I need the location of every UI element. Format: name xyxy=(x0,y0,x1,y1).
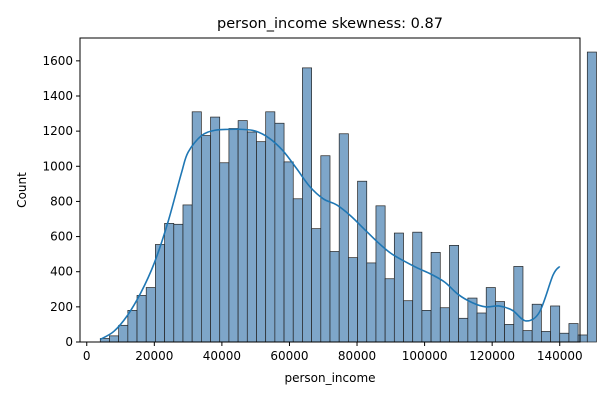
histogram-bar xyxy=(173,223,184,343)
x-axis-label: person_income xyxy=(284,371,375,385)
histogram-bar xyxy=(127,310,138,343)
y-tick-label: 800 xyxy=(50,194,73,208)
x-tick-label: 0 xyxy=(83,349,91,363)
histogram-bars xyxy=(99,51,597,343)
histogram-bar xyxy=(256,141,267,343)
plot-frame xyxy=(79,37,581,343)
histogram-bar xyxy=(311,228,322,343)
histogram-bar xyxy=(568,323,579,343)
y-tick-label: 1000 xyxy=(42,159,73,173)
histogram-bar xyxy=(302,67,312,343)
histogram-bar xyxy=(513,266,524,343)
histogram-bar xyxy=(274,122,285,343)
histogram-bar xyxy=(320,155,331,343)
y-tick-label: 600 xyxy=(50,230,73,244)
histogram-bar xyxy=(145,287,156,343)
histogram-bar xyxy=(118,324,129,343)
histogram-bar xyxy=(210,116,221,343)
histogram-bar xyxy=(439,307,450,343)
histogram-bar xyxy=(550,305,561,343)
histogram-bar xyxy=(265,111,276,343)
histogram-bar xyxy=(393,232,404,343)
histogram-bar xyxy=(476,312,487,343)
histogram-bar xyxy=(164,223,175,343)
y-axis: 0 200 400 600 800 1000 1200 1400 1600 xyxy=(42,54,80,349)
histogram-bar xyxy=(191,111,202,343)
histogram-bar xyxy=(522,330,533,343)
histogram-bar xyxy=(136,295,147,343)
y-tick-label: 1600 xyxy=(42,54,73,68)
histogram-bar xyxy=(182,204,193,343)
histogram-bar xyxy=(421,310,432,343)
x-tick-label: 80000 xyxy=(338,349,376,363)
x-tick-label: 40000 xyxy=(203,349,241,363)
y-tick-label: 400 xyxy=(50,265,73,279)
histogram-bar xyxy=(283,161,294,343)
histogram-bar xyxy=(357,180,368,343)
y-tick-label: 200 xyxy=(50,300,73,314)
histogram-bar xyxy=(485,287,496,343)
y-tick-label: 1200 xyxy=(42,124,73,138)
histogram-bar xyxy=(495,301,505,343)
x-tick-label: 100000 xyxy=(402,349,448,363)
histogram-bar xyxy=(412,231,423,343)
x-tick-label: 120000 xyxy=(469,349,515,363)
x-tick-label: 20000 xyxy=(135,349,173,363)
histogram-bar xyxy=(375,205,386,343)
histogram-bar xyxy=(458,317,469,343)
x-tick-label: 60000 xyxy=(270,349,308,363)
kde-curve xyxy=(99,128,561,341)
histogram-bar xyxy=(559,332,570,343)
x-tick-label: 140000 xyxy=(537,349,583,363)
y-tick-label: 0 xyxy=(65,335,73,349)
histogram-bar xyxy=(366,262,377,343)
histogram-bar xyxy=(246,131,257,343)
histogram-bar xyxy=(237,120,248,343)
histogram-bar xyxy=(577,334,588,343)
histogram-bar xyxy=(228,128,239,343)
histogram-bar xyxy=(586,51,597,343)
histogram-bar xyxy=(541,331,551,343)
histogram-bar xyxy=(384,278,395,343)
histogram-bar xyxy=(219,162,230,343)
x-axis: 0 20000 40000 60000 80000 100000 120000 140000 xyxy=(83,342,583,363)
histogram-bar xyxy=(504,324,515,343)
histogram-bar xyxy=(338,133,349,343)
histogram-bar xyxy=(403,300,414,343)
histogram-bar xyxy=(430,252,441,343)
histogram-bar xyxy=(292,198,303,343)
histogram-bar xyxy=(109,335,119,343)
histogram-bar xyxy=(201,135,211,343)
y-tick-label: 1400 xyxy=(42,89,73,103)
histogram-bar xyxy=(348,257,358,343)
histogram-bar xyxy=(329,251,340,343)
y-axis-label: Count xyxy=(15,172,29,208)
chart-title: person_income skewness: 0.87 xyxy=(217,16,443,32)
histogram-bar xyxy=(155,244,165,343)
